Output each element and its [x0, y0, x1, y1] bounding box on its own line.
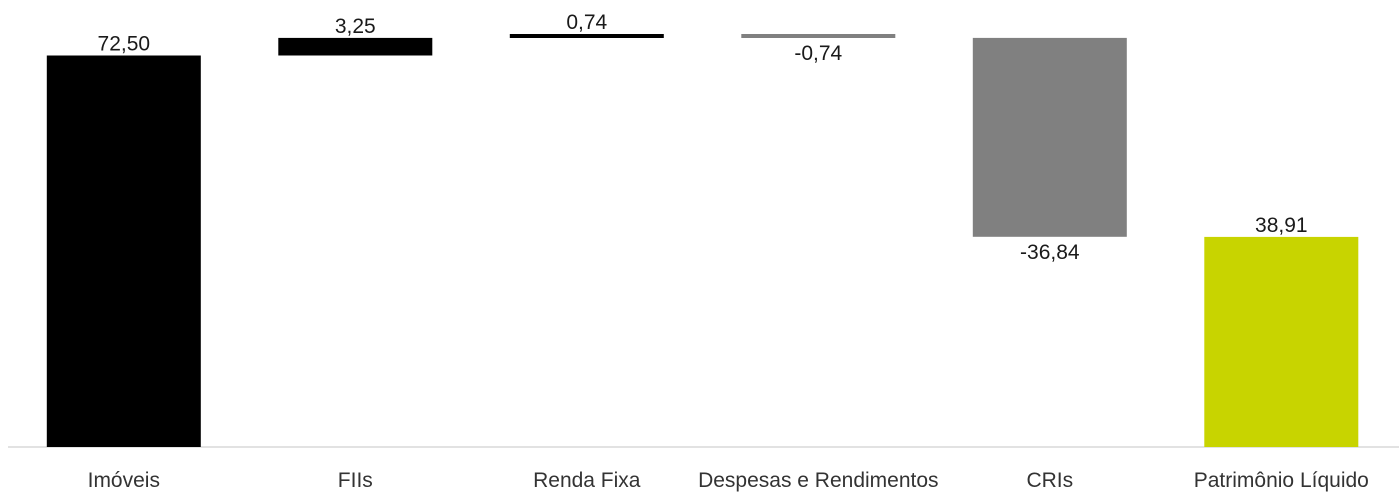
value-label-4: -36,84: [1020, 241, 1080, 264]
value-labels-group: 72,50 3,25 0,74 -0,74 -36,84 38,91: [98, 11, 1308, 264]
value-label-2: 0,74: [566, 11, 607, 34]
value-label-1: 3,25: [335, 15, 376, 38]
bar-5: [1204, 236, 1359, 447]
category-label-0: Imóveis: [88, 469, 160, 492]
bar-4: [972, 37, 1127, 237]
bar-0: [46, 55, 201, 447]
value-label-3: -0,74: [794, 42, 842, 65]
bar-1: [278, 37, 433, 56]
value-label-5: 38,91: [1255, 214, 1308, 237]
category-label-3: Despesas e Rendimentos: [698, 469, 938, 492]
category-label-1: FIIs: [338, 469, 373, 492]
bars-group: [46, 34, 1359, 447]
category-label-5: Patrimônio Líquido: [1194, 469, 1369, 492]
category-label-2: Renda Fixa: [533, 469, 641, 492]
bar-3: [741, 34, 896, 38]
value-label-0: 72,50: [98, 33, 151, 56]
category-labels-group: Imóveis FIIs Renda Fixa Despesas e Rendimen…: [88, 469, 1369, 492]
category-label-4: CRIs: [1026, 469, 1073, 492]
bar-2: [509, 34, 664, 38]
